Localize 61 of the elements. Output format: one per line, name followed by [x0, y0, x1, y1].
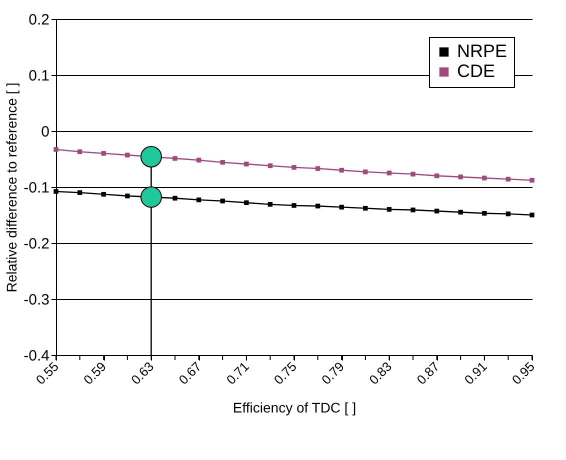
- point: [506, 176, 511, 182]
- point: [506, 212, 511, 216]
- point: [244, 200, 249, 206]
- point: [482, 176, 487, 180]
- point: [530, 212, 534, 218]
- point: [410, 172, 416, 176]
- point: [101, 151, 106, 156]
- point: [434, 208, 440, 214]
- legend-label: CDE: [457, 61, 496, 81]
- y-tick-label: -0.4: [24, 348, 50, 364]
- point: [386, 170, 392, 176]
- point: [54, 147, 58, 152]
- point: [268, 202, 273, 207]
- point: [196, 158, 202, 162]
- point: [140, 146, 162, 168]
- point: [315, 166, 320, 171]
- point: [125, 152, 130, 158]
- point: [363, 170, 368, 174]
- x-tick-label: 0.79: [318, 358, 348, 388]
- point: [77, 149, 82, 154]
- x-tick-label: 0.91: [461, 358, 490, 388]
- point: [196, 198, 202, 202]
- point: [482, 210, 487, 216]
- y-tick-label: -0.2: [24, 236, 50, 252]
- point: [434, 173, 440, 178]
- x-tick-label: 0.95: [508, 358, 538, 388]
- point: [530, 178, 534, 183]
- y-tick-label: 0.1: [28, 68, 50, 84]
- x-axis-title: Efficiency of TDC [ ]: [232, 399, 356, 416]
- x-tick-label: 0.75: [270, 358, 300, 388]
- point: [339, 168, 344, 173]
- point: [410, 208, 416, 212]
- point: [386, 207, 392, 212]
- point: [125, 194, 130, 198]
- point: [363, 206, 368, 211]
- point: [54, 189, 58, 194]
- y-tick-label: -0.1: [24, 180, 50, 196]
- point: [339, 204, 344, 210]
- point: [268, 163, 273, 168]
- y-axis-title: Relative difference to reference [ ]: [4, 82, 20, 292]
- point: [220, 160, 225, 165]
- y-tick-label: -0.3: [24, 292, 50, 308]
- point: [244, 162, 249, 166]
- point: [292, 203, 296, 208]
- point: [77, 190, 82, 195]
- point: [101, 192, 106, 197]
- y-tick-label: 0.2: [28, 12, 50, 28]
- x-tick-label: 0.71: [223, 358, 252, 388]
- x-tick-label: 0.59: [80, 358, 110, 388]
- point: [140, 186, 162, 208]
- point: [315, 204, 320, 208]
- x-tick-label: 0.63: [128, 358, 157, 388]
- x-tick-label: 0.83: [366, 358, 395, 388]
- point: [172, 196, 178, 201]
- legend-label: NRPE: [457, 41, 508, 61]
- y-tick-label: 0: [41, 124, 50, 140]
- point: [458, 210, 463, 215]
- point: [172, 156, 178, 161]
- point: [292, 165, 296, 170]
- point: [220, 198, 225, 204]
- point: [458, 174, 463, 180]
